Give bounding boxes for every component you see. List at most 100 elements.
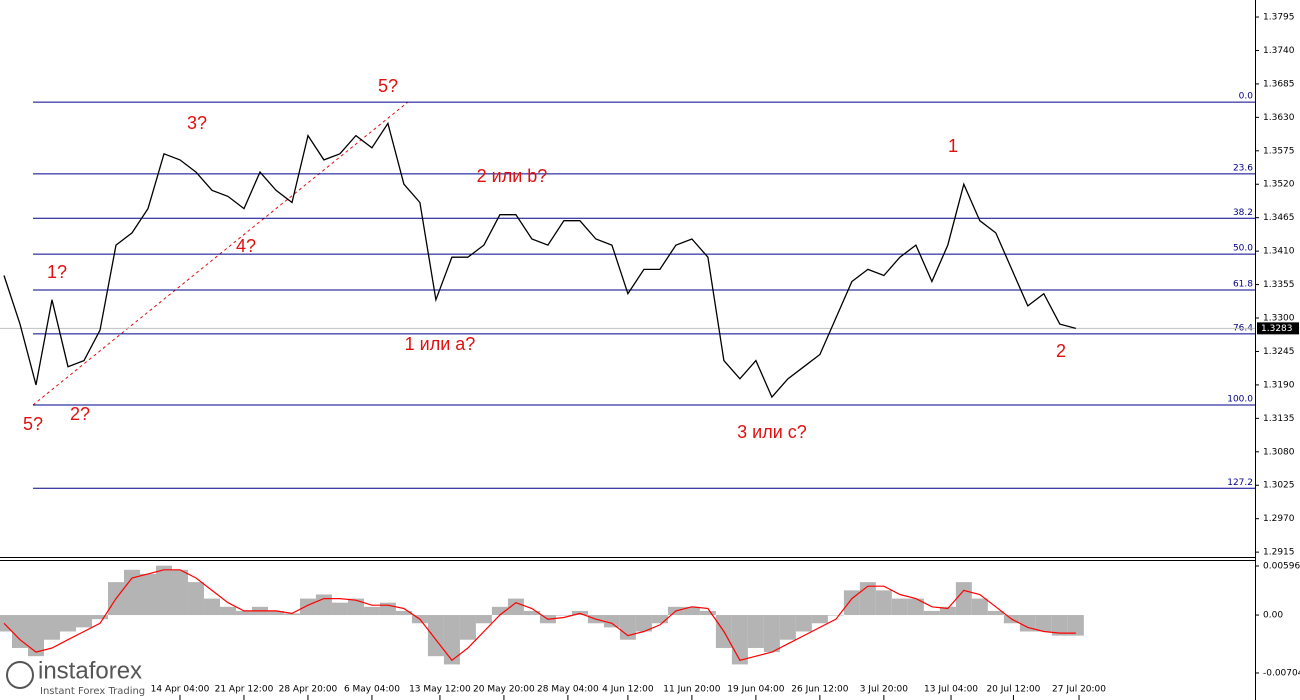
histogram-bar <box>843 590 860 616</box>
y-tick-label: 1.3135 <box>1263 414 1295 424</box>
x-tick-label: 3 Jul 20:00 <box>860 685 909 695</box>
histogram-bar <box>59 615 76 632</box>
histogram-bar <box>75 615 92 628</box>
logo-icon <box>6 661 34 689</box>
histogram-bar <box>11 615 28 648</box>
histogram-bar <box>683 606 700 616</box>
histogram-bar <box>475 615 492 624</box>
x-tick-label: 28 Apr 20:00 <box>279 685 338 695</box>
logo-tagline: Instant Forex Trading <box>40 686 145 697</box>
histogram-bar <box>891 598 908 616</box>
histogram-bar <box>267 610 284 616</box>
x-tick-label: 28 May 04:00 <box>537 685 599 695</box>
histogram-bar <box>635 615 652 632</box>
y-tick-label: 1.2915 <box>1263 548 1295 558</box>
y-tick-label: 1.3190 <box>1263 380 1295 390</box>
histogram-bar <box>507 598 524 616</box>
wave-label: 5? <box>23 414 43 434</box>
last-price-box <box>1257 322 1299 335</box>
histogram-bar <box>379 602 396 616</box>
x-tick-label: 20 May 20:00 <box>473 685 535 695</box>
histogram-bar <box>603 615 620 628</box>
fib-label: 127.2 <box>1227 478 1253 488</box>
wave-label: 3? <box>187 113 207 133</box>
y-tick-label: 1.3300 <box>1263 314 1295 324</box>
y-tick-label: 0.00596 <box>1263 562 1300 572</box>
histogram-bar <box>171 569 188 616</box>
x-tick-label: 13 Jul 04:00 <box>924 685 978 695</box>
histogram-bar <box>187 582 204 616</box>
histogram-bar <box>699 610 716 616</box>
histogram-bar <box>139 573 156 616</box>
histogram-bar <box>219 606 236 616</box>
histogram-bar <box>315 594 332 616</box>
x-tick-label: 6 May 04:00 <box>344 685 400 695</box>
y-tick-label: 1.3685 <box>1263 79 1295 89</box>
histogram-bar <box>763 615 780 653</box>
histogram-bar <box>91 615 108 620</box>
histogram-bar <box>27 615 44 657</box>
histogram-bar <box>491 606 508 616</box>
trend-line <box>32 101 409 406</box>
x-tick-label: 13 May 12:00 <box>409 685 471 695</box>
histogram-bar <box>523 610 540 616</box>
fib-label: 50.0 <box>1233 244 1253 254</box>
fib-label: 100.0 <box>1227 394 1253 404</box>
histogram-bar <box>283 613 300 616</box>
y-tick-label: 1.3575 <box>1263 146 1295 156</box>
histogram-bar <box>203 598 220 616</box>
x-tick-label: 11 Jun 20:00 <box>663 685 720 695</box>
logo-name: instaforex <box>38 657 142 684</box>
last-price-label: 1.3283 <box>1261 324 1293 334</box>
y-tick-label: 1.3795 <box>1263 13 1295 23</box>
histogram-bar <box>811 615 828 624</box>
histogram-bar <box>923 610 940 616</box>
y-tick-label: 1.3355 <box>1263 280 1295 290</box>
signal-line <box>3 569 1076 662</box>
histogram-bar <box>795 615 812 632</box>
price-line <box>3 121 1076 399</box>
wave-label: 5? <box>378 76 398 96</box>
y-tick-label: 1.3410 <box>1263 247 1295 257</box>
histogram-bar <box>859 582 876 616</box>
x-tick-label: 26 Jun 12:00 <box>791 685 848 695</box>
histogram-bar <box>939 606 956 616</box>
y-tick-label: 0.00 <box>1263 611 1283 621</box>
x-tick-label: 21 Apr 12:00 <box>215 685 274 695</box>
fib-label: 38.2 <box>1233 208 1253 218</box>
histogram-bar <box>875 590 892 616</box>
histogram-bar <box>347 598 364 616</box>
wave-label: 2 <box>1056 341 1066 361</box>
histogram-bar <box>907 598 924 616</box>
histogram-bar <box>971 598 988 616</box>
fib-label: 23.6 <box>1233 163 1253 173</box>
histogram-bar <box>43 615 60 640</box>
y-tick-label: 1.3080 <box>1263 447 1295 457</box>
histogram-bar <box>363 606 380 616</box>
histogram-bar <box>651 615 668 624</box>
histogram-bar <box>955 582 972 616</box>
histogram-bar <box>235 610 252 616</box>
y-tick-label: 1.2970 <box>1263 514 1295 524</box>
histogram-bar <box>827 615 844 616</box>
histogram-bar <box>443 615 460 665</box>
y-tick-label: 1.3520 <box>1263 180 1295 190</box>
wave-label: 1 или a? <box>405 334 476 354</box>
histogram-bar <box>1067 615 1084 636</box>
y-tick-label: 1.3025 <box>1263 481 1295 491</box>
histogram-bar <box>1035 615 1052 632</box>
y-tick-label: 1.3630 <box>1263 113 1295 123</box>
histogram-bar <box>395 610 412 616</box>
fib-label: 61.8 <box>1233 280 1253 290</box>
histogram-bar <box>555 615 572 616</box>
histogram-bar <box>1051 615 1068 636</box>
x-tick-label: 27 Jul 20:00 <box>1052 685 1106 695</box>
histogram-bar <box>155 565 172 616</box>
wave-label: 1 <box>948 136 958 156</box>
wave-label: 1? <box>47 262 67 282</box>
x-tick-label: 4 Jun 12:00 <box>602 685 654 695</box>
histogram-bar <box>619 615 636 640</box>
x-tick-label: 14 Apr 04:00 <box>151 685 210 695</box>
histogram-bar <box>747 615 764 648</box>
histogram-bar <box>1019 615 1036 632</box>
